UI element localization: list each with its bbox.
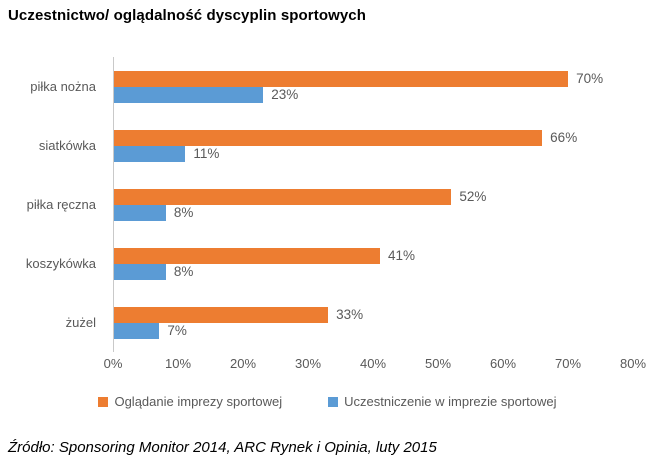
bar-line: 41% (114, 247, 633, 264)
legend-swatch-watching-icon (98, 396, 109, 407)
category-axis: piłka nożna siatkówka piłka ręczna koszyków… (0, 57, 105, 352)
bar-group: 70% 23% (114, 57, 633, 116)
bar-participating (114, 263, 166, 280)
bar-participating (114, 86, 264, 103)
bar-watching (114, 70, 569, 87)
category-label: żużel (65, 315, 96, 330)
value-label: 23% (271, 87, 299, 102)
legend-item-participating: Uczestniczenie w imprezie sportowej (328, 394, 557, 409)
x-axis: 0% 10% 20% 30% 40% 50% 60% 70% 80% (104, 356, 646, 372)
x-axis-tick: 60% (489, 356, 517, 371)
bar-group: 66% 11% (114, 116, 633, 175)
x-axis-tick: 10% (164, 356, 192, 371)
bar-group: 52% 8% (114, 175, 633, 234)
legend-swatch-participating-icon (328, 396, 339, 407)
bar-line: 8% (114, 204, 633, 221)
x-axis-tick: 20% (229, 356, 257, 371)
value-label: 33% (336, 307, 364, 322)
legend-label-participating: Uczestniczenie w imprezie sportowej (344, 394, 557, 409)
value-label: 70% (576, 71, 604, 86)
x-axis-tick: 80% (619, 356, 647, 371)
bar-watching (114, 247, 380, 264)
bar-line: 11% (114, 145, 633, 162)
bar-watching (114, 306, 329, 323)
category-label: siatkówka (38, 138, 96, 153)
category-label: koszykówka (25, 256, 96, 271)
value-label: 11% (193, 146, 220, 161)
value-label: 41% (387, 248, 416, 263)
bar-line: 52% (114, 188, 633, 205)
x-axis-tick: 30% (294, 356, 322, 371)
value-label: 7% (167, 323, 187, 338)
plot-area: 70% 23% 66% 11% 52% 8% 41% 8% 33% 7% (113, 57, 633, 352)
legend-item-watching: Oglądanie imprezy sportowej (98, 394, 282, 409)
bar-line: 23% (114, 86, 633, 103)
bar-group: 41% 8% (114, 234, 633, 293)
bar-participating (114, 322, 160, 339)
bar-watching (114, 188, 452, 205)
bar-group: 33% 7% (114, 293, 633, 352)
x-axis-tick: 40% (359, 356, 387, 371)
x-axis-tick: 70% (554, 356, 582, 371)
bar-line: 66% (114, 129, 633, 146)
bar-line: 8% (114, 263, 633, 280)
value-label: 52% (459, 189, 487, 204)
bar-participating (114, 204, 166, 221)
bar-line: 70% (114, 70, 633, 87)
bar-line: 33% (114, 306, 633, 323)
x-axis-tick: 0% (103, 356, 123, 371)
value-label: 8% (173, 205, 194, 220)
chart-title: Uczestnictwo/ oglądalność dyscyplin spor… (8, 7, 367, 24)
bar-line: 7% (114, 322, 633, 339)
value-label: 66% (550, 130, 578, 145)
category-label: piłka ręczna (26, 197, 96, 212)
bar-watching (114, 129, 543, 146)
bar-participating (114, 145, 186, 162)
legend: Oglądanie imprezy sportowej Uczestniczen… (0, 394, 655, 409)
source-note: Źródło: Sponsoring Monitor 2014, ARC Ryn… (8, 439, 437, 456)
legend-label-watching: Oglądanie imprezy sportowej (114, 394, 283, 409)
x-axis-tick: 50% (424, 356, 452, 371)
category-label: piłka nożna (30, 79, 96, 94)
value-label: 8% (173, 264, 194, 279)
